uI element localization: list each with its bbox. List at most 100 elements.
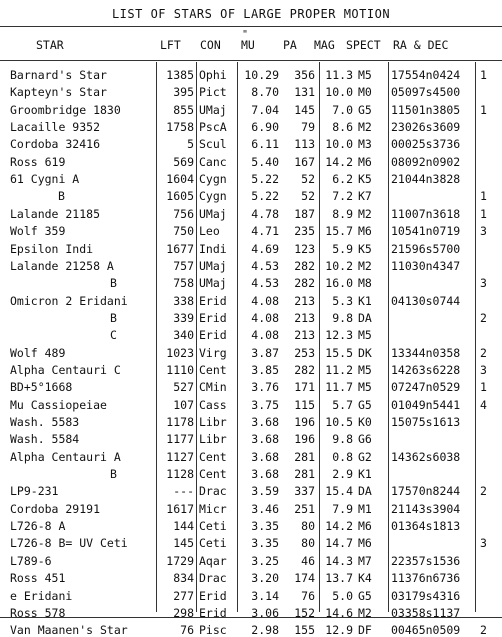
note-cell: 4 <box>480 397 487 412</box>
mu-cell: 3.68 <box>251 415 279 429</box>
note-cell: 3 <box>480 276 487 291</box>
star-name-cell: Ross 619 <box>10 154 66 169</box>
pa-cell: 123 <box>294 241 315 256</box>
pa-cell: 281 <box>294 449 315 464</box>
lft-cell: 1385 <box>166 68 194 82</box>
mu-cell: 3.20 <box>251 571 279 586</box>
column-separator <box>475 62 476 612</box>
pa-cell: 76 <box>301 588 315 603</box>
spect-cell: DA <box>358 484 372 499</box>
constellation-cell: Leo <box>199 224 220 239</box>
spect-cell: M8 <box>358 276 372 291</box>
mu-cell: 3.46 <box>251 501 279 516</box>
star-name-cell: Wolf 489 <box>10 345 66 360</box>
mag-cell: 12.9 <box>325 623 353 637</box>
mu-cell: 10.29 <box>244 68 279 82</box>
constellation-cell: Erid <box>199 588 227 603</box>
mag-cell: 2.9 <box>332 467 353 482</box>
spect-cell: M1 <box>358 501 372 516</box>
mag-cell: 10.2 <box>325 258 353 273</box>
mu-cell: 3.76 <box>251 380 279 395</box>
star-name-cell: e Eridani <box>10 588 73 603</box>
spect-cell: K0 <box>358 415 372 429</box>
lft-cell: 1023 <box>166 345 194 360</box>
radec-cell: 13344n0358 <box>391 345 461 360</box>
mag-cell: 14.3 <box>325 553 353 568</box>
star-name-cell: C <box>110 328 117 343</box>
radec-cell: 00465n0509 <box>391 623 461 637</box>
lft-cell: 395 <box>173 85 194 100</box>
constellation-cell: Cent <box>199 467 227 482</box>
star-name-cell: Omicron 2 Eridani <box>10 293 128 308</box>
mu-cell: 4.71 <box>251 224 279 239</box>
constellation-cell: Ceti <box>199 519 227 534</box>
column-separator <box>388 62 389 612</box>
star-name-cell: Lalande 21185 <box>10 206 101 221</box>
spect-cell: M2 <box>358 120 372 135</box>
col-header-con: CON <box>200 38 221 52</box>
bottom-border <box>0 617 502 618</box>
mu-cell: 7.04 <box>251 102 279 117</box>
lft-cell: 340 <box>173 328 194 343</box>
constellation-cell: Erid <box>199 293 227 308</box>
pa-cell: 282 <box>294 258 315 273</box>
pa-cell: 52 <box>301 189 315 204</box>
lft-cell: 527 <box>173 380 194 395</box>
pa-cell: 356 <box>294 68 315 82</box>
constellation-cell: Erid <box>199 605 227 620</box>
star-name-cell: 61 Cygni A <box>10 172 80 187</box>
lft-cell: 277 <box>173 588 194 603</box>
note-cell: 1 <box>480 380 487 395</box>
spect-cell: M6 <box>358 519 372 534</box>
lft-cell: --- <box>173 484 194 499</box>
lft-cell: 76 <box>180 623 194 637</box>
radec-cell: 04130s0744 <box>391 293 461 308</box>
spect-cell: M5 <box>358 68 372 82</box>
star-name-cell: BD+5°1668 <box>10 380 73 395</box>
col-header-mu: MU <box>241 38 255 52</box>
mag-cell: 9.8 <box>332 432 353 447</box>
lft-cell: 298 <box>173 605 194 620</box>
mag-cell: 5.0 <box>332 588 353 603</box>
spect-cell: K7 <box>358 189 372 204</box>
star-name-cell: Wash. 5584 <box>10 432 80 447</box>
spect-cell: M5 <box>358 380 372 395</box>
column-separator <box>156 62 157 612</box>
pa-cell: 213 <box>294 293 315 308</box>
mu-cell: 6.11 <box>251 137 279 152</box>
note-cell: 2 <box>480 484 487 499</box>
pa-cell: 337 <box>294 484 315 499</box>
lft-cell: 569 <box>173 154 194 169</box>
mag-cell: 10.0 <box>325 85 353 100</box>
star-name-cell: B <box>110 276 117 291</box>
constellation-cell: Drac <box>199 484 227 499</box>
note-cell: 3 <box>480 536 487 551</box>
mag-cell: 8.6 <box>332 120 353 135</box>
lft-cell: 756 <box>173 206 194 221</box>
lft-cell: 1128 <box>166 467 194 482</box>
radec-cell: 21044n3828 <box>391 172 461 187</box>
pa-cell: 145 <box>294 102 315 117</box>
col-header-star: STAR <box>36 38 64 52</box>
column-separator <box>196 62 197 612</box>
mu-cell: 4.08 <box>251 328 279 343</box>
mu-cell: 3.68 <box>251 449 279 464</box>
constellation-cell: Micr <box>199 501 227 516</box>
note-cell: 2 <box>480 345 487 360</box>
col-header-spect: SPECT <box>346 38 381 52</box>
mu-cell: 3.35 <box>251 519 279 534</box>
constellation-cell: Libr <box>199 432 227 447</box>
note-cell: 1 <box>480 189 487 204</box>
spect-cell: K4 <box>358 571 372 586</box>
mag-cell: 14.6 <box>325 605 353 620</box>
lft-cell: 144 <box>173 519 194 534</box>
constellation-cell: UMaj <box>199 102 227 117</box>
star-name-cell: Mu Cassiopeiae <box>10 397 107 412</box>
lft-cell: 1729 <box>166 553 194 568</box>
mu-cell: 3.68 <box>251 432 279 447</box>
constellation-cell: Erid <box>199 328 227 343</box>
mag-cell: 5.7 <box>332 397 353 412</box>
spect-cell: DF <box>358 623 372 637</box>
star-name-cell: Cordoba 32416 <box>10 137 101 152</box>
constellation-cell: UMaj <box>199 206 227 221</box>
